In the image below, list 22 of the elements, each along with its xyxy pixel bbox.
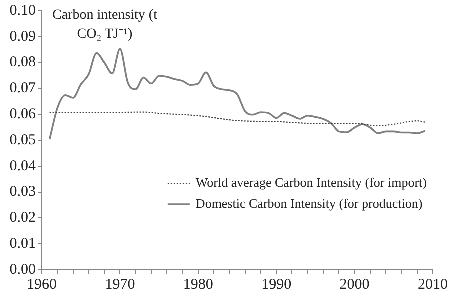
line-series <box>48 48 426 140</box>
y-axis-title: Carbon intensity (t CO₂ TJ⁻¹) <box>52 7 158 44</box>
y-tick-label: 0.00 <box>10 262 36 278</box>
line-series <box>49 112 426 127</box>
x-tick-label: 2000 <box>340 276 370 293</box>
x-tick-label: 1990 <box>262 276 292 293</box>
legend-label: World average Carbon Intensity (for import) <box>196 174 428 190</box>
x-tick-label: 2010 <box>418 276 448 293</box>
y-tick-label: 0.03 <box>10 184 36 200</box>
y-tick-label: 0.06 <box>10 106 36 123</box>
y-tick-label: 0.08 <box>10 54 36 71</box>
legend-label: Domestic Carbon Intensity (for production) <box>196 196 423 211</box>
y-tick-label: 0.09 <box>10 28 36 45</box>
y-tick-label: 0.05 <box>10 132 36 148</box>
y-tick-label: 0.10 <box>10 2 36 19</box>
y-tick-label: 0.02 <box>10 210 36 226</box>
x-tick-label: 1980 <box>183 276 214 293</box>
x-tick-label: 1960 <box>27 276 57 293</box>
x-tick-label: 1970 <box>105 276 136 293</box>
y-tick-label: 0.01 <box>10 236 36 252</box>
y-tick-label: 0.07 <box>10 80 36 97</box>
y-tick-label: 0.04 <box>10 158 36 174</box>
